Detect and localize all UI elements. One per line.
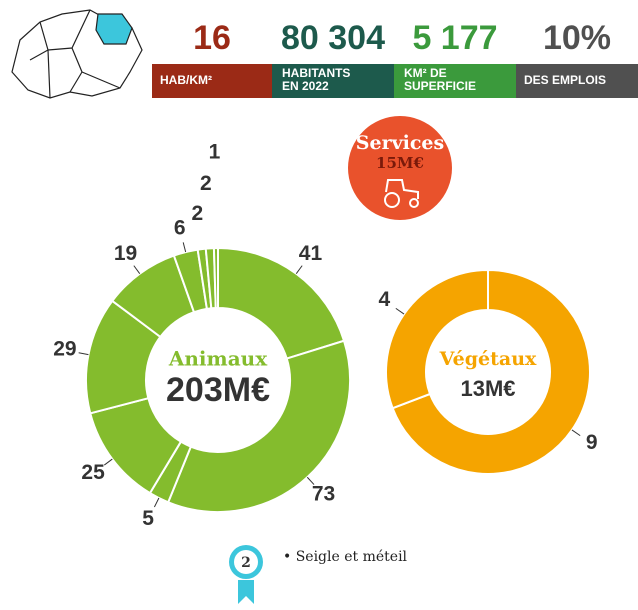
stat-label: KM² DE SUPERFICIE (404, 66, 476, 93)
value-label: 5 (142, 507, 154, 530)
services-title: Services (356, 132, 444, 154)
stat-bar (152, 64, 272, 98)
value-label: 1 (209, 141, 221, 164)
leader-line (103, 458, 113, 466)
stat-value: 80 304 (281, 19, 385, 57)
stat-value: 10% (543, 19, 611, 57)
leader-line (395, 307, 405, 315)
value-label: 19 (114, 242, 137, 265)
leader-line (153, 497, 160, 508)
donut-total: 203M€ (166, 371, 270, 409)
services-bubble (348, 116, 452, 220)
donut-total: 13M€ (460, 376, 515, 401)
badge-icon (229, 545, 263, 604)
leader-line (306, 476, 315, 485)
donut-center (426, 310, 550, 434)
donut-title: Végétaux (439, 348, 537, 370)
footnote-text: • Seigle et méteil (283, 549, 408, 565)
stat-value: 5 177 (412, 19, 497, 57)
services-value: 15M€ (376, 154, 424, 172)
stats: 16 HAB/KM² 80 304 HABITANTS EN 2022 5 177 KM² … (152, 19, 638, 98)
stat-label: HAB/KM² (160, 73, 212, 87)
stat-value: 16 (193, 19, 231, 57)
donut-center (146, 308, 290, 452)
leader-line (133, 265, 141, 274)
value-label: 9 (586, 431, 598, 454)
donut-segment (212, 246, 219, 310)
stat-bar (394, 64, 516, 98)
value-label: 2 (200, 172, 212, 195)
value-label: 25 (81, 461, 105, 484)
leader-line (571, 429, 581, 437)
value-label: 73 (312, 482, 335, 505)
value-label: 29 (53, 338, 76, 361)
value-label: 2 (192, 202, 204, 225)
value-label: 4 (378, 288, 390, 311)
stat-label: DES EMPLOIS (524, 73, 606, 87)
donut-title: Animaux (168, 347, 268, 371)
leader-line (295, 265, 303, 274)
stat-bar (272, 64, 394, 98)
value-label: 41 (299, 242, 323, 265)
tractor-icon (384, 179, 419, 208)
stat-bar (516, 64, 638, 98)
value-label: 6 (174, 216, 186, 239)
region-map (11, 9, 143, 99)
stat-label: HABITANTS EN 2022 (282, 66, 350, 93)
leader-line (78, 352, 89, 356)
leader-line (182, 242, 187, 253)
badge-number: 2 (241, 555, 251, 571)
